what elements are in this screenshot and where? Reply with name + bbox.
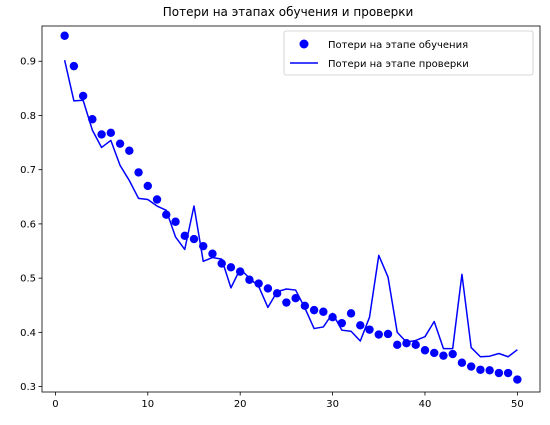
plot-area-frame (41, 25, 541, 393)
training-loss-point (282, 298, 291, 307)
legend-marker-training (299, 39, 309, 49)
y-tick-label: 0.7 (20, 165, 36, 176)
legend-box (283, 30, 534, 76)
training-loss-point (513, 375, 522, 384)
validation-loss-series (63, 59, 518, 358)
training-loss-point (143, 181, 152, 191)
training-loss-point (383, 329, 393, 339)
training-loss-point (97, 130, 106, 139)
legend: Потери на этапе обучения Потери на этапе… (283, 30, 534, 76)
training-loss-point (208, 249, 217, 258)
training-loss-point (309, 305, 319, 315)
training-loss-point (365, 325, 374, 334)
training-loss-point (346, 309, 356, 318)
training-loss-point (60, 31, 69, 40)
training-loss-point (402, 339, 411, 348)
training-loss-point (125, 146, 134, 155)
training-loss-point (199, 241, 208, 251)
x-tick-label: 20 (234, 399, 247, 410)
training-loss-point (162, 210, 171, 219)
chart-title: Потери на этапах обучения и проверки (163, 5, 414, 19)
training-loss-point (319, 307, 328, 316)
training-loss-point (494, 368, 504, 378)
training-loss-point (217, 259, 226, 268)
training-loss-point (411, 340, 420, 350)
training-loss-point (245, 275, 254, 284)
y-tick-label: 0.5 (20, 274, 36, 285)
training-loss-point (448, 349, 457, 359)
y-tick-label: 0.3 (20, 382, 36, 393)
training-loss-point (78, 91, 88, 101)
training-loss-point (88, 115, 97, 124)
training-loss-point (430, 348, 439, 358)
training-loss-point (189, 234, 199, 244)
training-loss-point (254, 279, 263, 288)
training-loss-point (485, 366, 494, 375)
training-loss-point (180, 231, 189, 241)
training-loss-point (476, 365, 485, 374)
training-loss-point (152, 195, 162, 204)
training-loss-point (291, 294, 300, 303)
training-loss-point (263, 284, 273, 293)
training-loss-point (420, 346, 430, 355)
training-loss-point (439, 351, 448, 360)
training-loss-point (503, 368, 513, 378)
training-loss-point (226, 263, 236, 272)
axis-ticks: 0 10 20 30 40 50 0.3 0.4 0.5 0.6 0.7 0.8 0.9 (20, 57, 524, 410)
x-tick-label: 10 (141, 399, 154, 410)
training-loss-point (134, 168, 143, 177)
training-loss-point (69, 61, 79, 71)
training-loss-point (393, 340, 402, 350)
x-tick-label: 0 (52, 399, 58, 410)
training-loss-point (374, 330, 383, 339)
training-loss-point (328, 312, 337, 322)
y-tick-label: 0.6 (20, 219, 36, 230)
training-loss-point (272, 289, 282, 298)
x-tick-label: 50 (511, 399, 524, 410)
training-loss-point (171, 217, 180, 226)
training-loss-series (60, 31, 522, 384)
x-tick-label: 30 (326, 399, 339, 410)
training-loss-point (356, 321, 365, 330)
training-loss-point (106, 128, 116, 138)
training-loss-point (457, 358, 467, 367)
legend-label-training: Потери на этапе обучения (328, 40, 468, 51)
legend-label-validation: Потери на этапе проверки (328, 59, 469, 70)
training-loss-point (466, 362, 476, 371)
y-tick-label: 0.9 (20, 57, 36, 68)
y-tick-label: 0.4 (20, 328, 36, 339)
training-loss-point (235, 267, 245, 276)
validation-loss-line (63, 59, 518, 358)
training-loss-point (300, 301, 310, 310)
x-tick-label: 40 (419, 399, 432, 410)
training-loss-point (337, 318, 347, 328)
y-tick-label: 0.8 (20, 111, 36, 122)
training-loss-point (115, 139, 125, 148)
